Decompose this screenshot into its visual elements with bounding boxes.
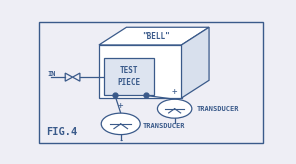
Text: "BELL": "BELL" [142, 32, 170, 41]
Polygon shape [73, 73, 80, 81]
Text: -: - [118, 136, 123, 145]
Text: +: + [172, 87, 177, 96]
Polygon shape [181, 27, 209, 98]
Text: TEST
PIECE: TEST PIECE [117, 66, 140, 87]
Text: +: + [118, 101, 123, 110]
Text: IN: IN [47, 71, 56, 76]
Text: TRANSDUCER: TRANSDUCER [143, 123, 185, 129]
Circle shape [157, 99, 192, 118]
Circle shape [101, 113, 140, 135]
Polygon shape [99, 27, 209, 45]
Bar [99, 45, 181, 98]
Polygon shape [65, 73, 73, 81]
Text: FIG.4: FIG.4 [46, 127, 78, 137]
Bar [104, 58, 154, 95]
Text: TRANSDUCER: TRANSDUCER [197, 106, 239, 112]
